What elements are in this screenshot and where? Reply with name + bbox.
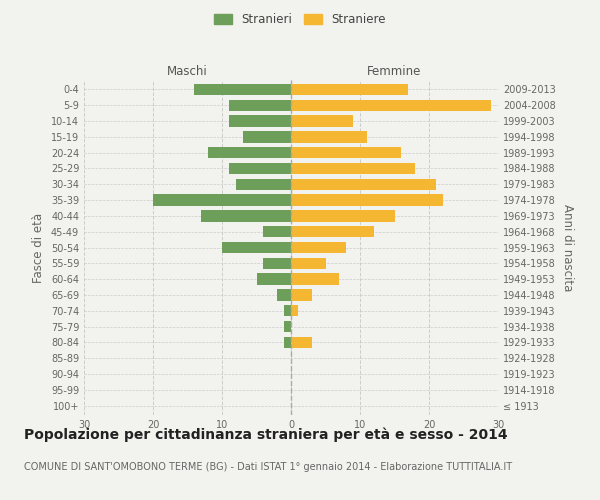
Bar — [291, 147, 401, 158]
Bar — [284, 321, 291, 332]
Bar — [153, 194, 291, 206]
Text: Femmine: Femmine — [367, 66, 422, 78]
Bar — [229, 116, 291, 127]
Y-axis label: Anni di nascita: Anni di nascita — [561, 204, 574, 291]
Bar — [291, 336, 312, 348]
Text: Popolazione per cittadinanza straniera per età e sesso - 2014: Popolazione per cittadinanza straniera p… — [24, 428, 508, 442]
Legend: Stranieri, Straniere: Stranieri, Straniere — [209, 8, 391, 31]
Bar — [263, 226, 291, 237]
Bar — [194, 84, 291, 95]
Bar — [263, 258, 291, 269]
Bar — [291, 210, 395, 222]
Bar — [291, 226, 374, 237]
Bar — [291, 84, 409, 95]
Text: COMUNE DI SANT'OMOBONO TERME (BG) - Dati ISTAT 1° gennaio 2014 - Elaborazione TU: COMUNE DI SANT'OMOBONO TERME (BG) - Dati… — [24, 462, 512, 472]
Bar — [284, 336, 291, 348]
Bar — [202, 210, 291, 222]
Bar — [222, 242, 291, 253]
Bar — [257, 274, 291, 285]
Bar — [291, 194, 443, 206]
Bar — [291, 305, 298, 316]
Bar — [291, 242, 346, 253]
Bar — [291, 258, 325, 269]
Bar — [291, 163, 415, 174]
Bar — [277, 289, 291, 300]
Text: Maschi: Maschi — [167, 66, 208, 78]
Bar — [229, 163, 291, 174]
Bar — [291, 116, 353, 127]
Bar — [242, 131, 291, 142]
Bar — [236, 178, 291, 190]
Bar — [291, 100, 491, 111]
Y-axis label: Fasce di età: Fasce di età — [32, 212, 45, 282]
Bar — [284, 305, 291, 316]
Bar — [208, 147, 291, 158]
Bar — [291, 289, 312, 300]
Bar — [291, 274, 340, 285]
Bar — [291, 178, 436, 190]
Bar — [291, 131, 367, 142]
Bar — [229, 100, 291, 111]
